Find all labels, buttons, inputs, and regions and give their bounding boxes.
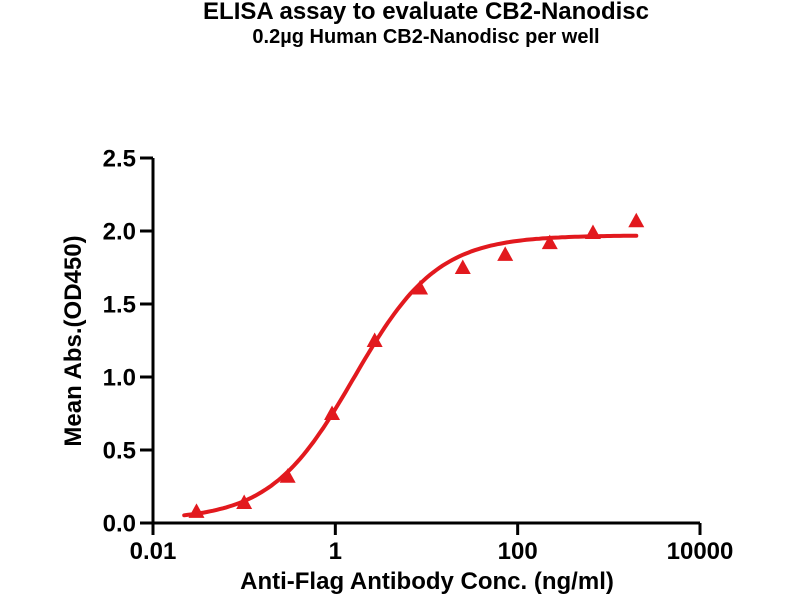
data-point-marker (497, 246, 514, 261)
y-tick-label: 0.0 (103, 511, 136, 538)
data-point-marker (366, 332, 383, 347)
fit-curve (182, 233, 639, 518)
chart-subtitle: 0.2µg Human CB2-Nanodisc per well (252, 26, 600, 48)
data-point-marker (188, 503, 205, 518)
y-tick-label: 1.0 (103, 365, 136, 392)
axes (151, 158, 700, 525)
data-point-marker (628, 212, 645, 228)
y-tick-label: 1.5 (103, 292, 136, 319)
x-tick-label: 100 (498, 538, 538, 565)
y-tick-label: 2.0 (103, 219, 136, 246)
y-tick-label: 2.5 (103, 146, 136, 173)
data-point-marker (412, 279, 429, 295)
x-axis-label: Anti-Flag Antibody Conc. (ng/ml) (240, 568, 614, 595)
data-series (182, 212, 645, 518)
x-tick-label: 1 (329, 538, 342, 565)
data-point-marker (454, 259, 471, 274)
tick-labels: 0.0 0.5 1.0 1.5 2.0 2.5 0.01 1 100 10000 (103, 146, 734, 566)
data-point-marker (541, 234, 558, 250)
data-point-marker (584, 224, 601, 239)
data-point-marker (279, 468, 296, 483)
chart-title: ELISA assay to evaluate CB2-Nanodisc (203, 0, 649, 25)
tick-marks (140, 156, 702, 535)
y-axis-label: Mean Abs.(OD450) (60, 235, 87, 446)
x-tick-label: 0.01 (130, 538, 177, 565)
data-point-marker (324, 405, 341, 420)
x-tick-label: 10000 (667, 538, 734, 565)
y-tick-label: 0.5 (103, 438, 136, 465)
data-point-marker (236, 494, 253, 510)
